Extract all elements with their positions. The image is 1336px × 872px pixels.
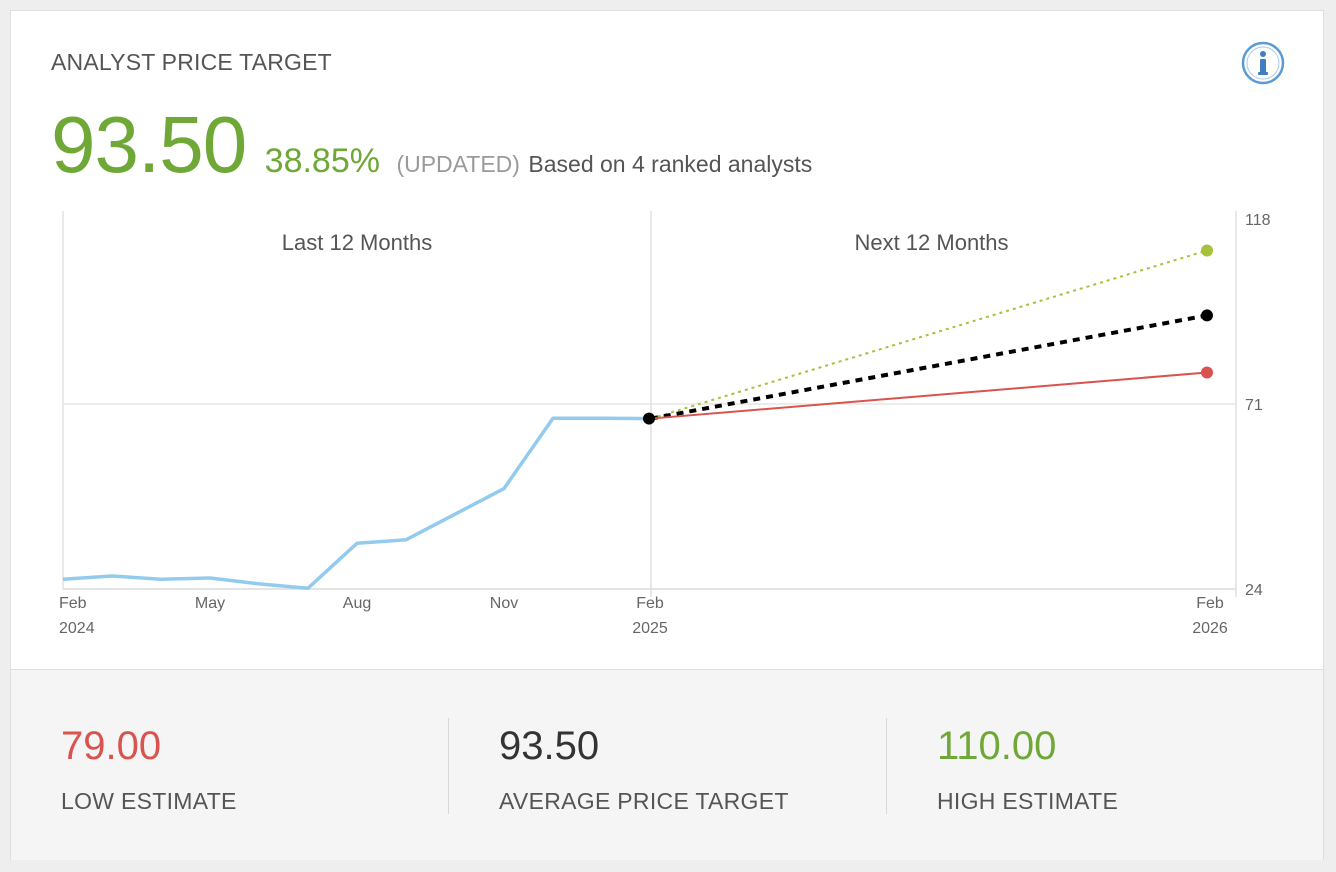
y-tick-label: 24 — [1245, 582, 1263, 599]
x-tick-month: Feb — [59, 595, 87, 612]
info-icon[interactable] — [1241, 41, 1285, 85]
upside-percent: 38.85% — [264, 142, 380, 180]
x-tick-month: Aug — [343, 595, 371, 612]
section-label-last-12-months: Last 12 Months — [282, 230, 432, 255]
x-tick-month: May — [195, 595, 225, 612]
average-estimate: 93.50 AVERAGE PRICE TARGET — [499, 722, 789, 815]
high-projection-line — [650, 249, 1208, 420]
divider — [886, 718, 887, 814]
low-projection-line — [650, 371, 1208, 420]
updated-label: (UPDATED) — [396, 151, 520, 177]
high-estimate-value: 110.00 — [937, 724, 1057, 768]
low-estimate: 79.00 LOW ESTIMATE — [61, 722, 237, 815]
x-tick-year: 2025 — [632, 620, 668, 637]
analyst-count-text: Based on 4 ranked analysts — [528, 151, 813, 177]
y-tick-label: 71 — [1245, 397, 1263, 414]
divider — [448, 718, 449, 814]
x-tick-year: 2026 — [1192, 620, 1228, 637]
average-price-target-value: 93.50 — [499, 724, 600, 768]
x-tick-month: Nov — [490, 595, 518, 612]
x-tick-year: 2024 — [59, 620, 95, 637]
section-label-next-12-months: Next 12 Months — [854, 230, 1008, 255]
x-tick-month: Feb — [636, 595, 664, 612]
analyst-price-target-card: ANALYST PRICE TARGET 93.50 38.85% (UPDAT… — [10, 10, 1324, 860]
low-target-point — [1201, 366, 1213, 379]
low-estimate-value: 79.00 — [61, 724, 162, 768]
average-price-target-label: AVERAGE PRICE TARGET — [499, 788, 789, 814]
high-estimate-label: HIGH ESTIMATE — [937, 788, 1119, 814]
headline: 93.50 38.85% (UPDATED) Based on 4 ranked… — [51, 99, 812, 191]
y-tick-label: 118 — [1245, 212, 1271, 229]
price-target-value: 93.50 — [51, 100, 247, 189]
average-projection-line — [650, 313, 1208, 421]
high-target-point — [1201, 244, 1213, 257]
history-price-line — [62, 416, 652, 590]
high-estimate: 110.00 HIGH ESTIMATE — [937, 722, 1118, 815]
low-estimate-label: LOW ESTIMATE — [61, 788, 237, 814]
x-tick-month: Feb — [1196, 595, 1224, 612]
card-title: ANALYST PRICE TARGET — [51, 49, 332, 75]
current-price-point — [643, 412, 655, 425]
estimates-footer: 79.00 LOW ESTIMATE 93.50 AVERAGE PRICE T… — [11, 669, 1323, 860]
price-target-chart: Last 12 Months Next 12 Months 118 71 24 Feb 20… — [59, 211, 1271, 637]
average-target-point — [1201, 309, 1213, 322]
